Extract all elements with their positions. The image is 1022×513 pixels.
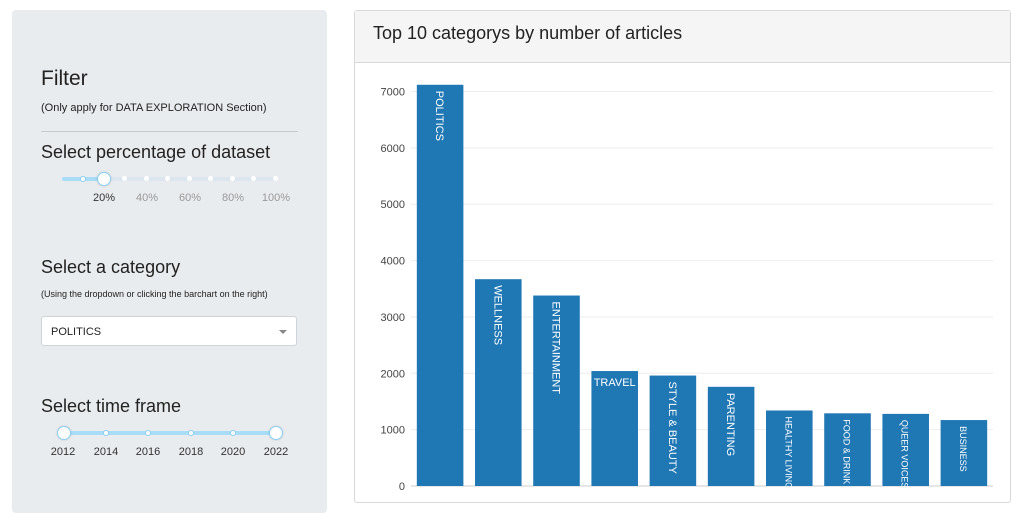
- bar-parenting[interactable]: [707, 386, 755, 486]
- category-label: Select a category: [41, 257, 181, 277]
- bar-label: QUEER VOICES: [900, 420, 910, 489]
- timeframe-tick: [230, 430, 236, 436]
- percentage-tick: [122, 176, 127, 181]
- bar-label: WELLNESS: [491, 285, 503, 345]
- timeframe-label: Select time frame: [41, 396, 182, 416]
- y-tick-label: 2000: [381, 368, 405, 380]
- percentage-tick: [251, 176, 256, 181]
- percentage-tick: [230, 176, 235, 181]
- percentage-slider[interactable]: [62, 172, 282, 186]
- bar-label: TRAVEL: [594, 377, 636, 389]
- percentage-tick-label: 100%: [261, 192, 291, 204]
- percentage-tick: [144, 176, 149, 181]
- percentage-tick-label: 20%: [92, 192, 116, 204]
- category-note: (Using the dropdown or clicking the barc…: [41, 289, 268, 299]
- timeframe-fill: [63, 431, 275, 435]
- bar-chart: 0 1000 2000 3000 4000 5000 6000 7000 POLITICS WEL…: [381, 84, 993, 493]
- timeframe-tick-label: 2022: [263, 446, 289, 458]
- bar-travel[interactable]: [591, 371, 638, 486]
- bar-style-beauty[interactable]: [649, 375, 697, 486]
- timeframe-end-handle[interactable]: [269, 426, 283, 440]
- y-tick-label: 1000: [381, 425, 405, 437]
- percentage-tick: [187, 176, 192, 181]
- timeframe-slider[interactable]: [57, 426, 283, 440]
- timeframe-tick-label: 2016: [135, 446, 161, 458]
- y-tick-label: 4000: [381, 256, 405, 268]
- bar-food-drink[interactable]: [824, 413, 871, 486]
- sidebar-filter-panel: Filter (Only apply for DATA EXPLORATION …: [12, 10, 327, 513]
- category-select-value: POLITICS: [51, 326, 102, 338]
- percentage-tick-label: 80%: [221, 192, 245, 204]
- y-tick-label: 3000: [381, 312, 405, 324]
- percentage-tick: [208, 176, 213, 181]
- percentage-tick: [273, 176, 278, 181]
- bar-wellness[interactable]: [475, 279, 522, 486]
- chart-panel: Top 10 categorys by number of articles 0…: [354, 10, 1011, 503]
- percentage-tick-label: 60%: [178, 192, 202, 204]
- bar-label: FOOD & DRINK: [842, 419, 852, 484]
- bar-politics[interactable]: [416, 84, 464, 486]
- bar-queer-voices[interactable]: [882, 413, 929, 486]
- timeframe-tick-label: 2014: [93, 446, 119, 458]
- bar-business[interactable]: [940, 420, 988, 486]
- timeframe-start-handle[interactable]: [57, 426, 71, 440]
- timeframe-tick-label: 2020: [220, 446, 246, 458]
- bar-label: PARENTING: [724, 393, 736, 456]
- timeframe-tick-label: 2018: [178, 446, 204, 458]
- divider: [41, 131, 298, 132]
- y-tick-label: 0: [399, 481, 405, 493]
- bar-entertainment[interactable]: [533, 295, 580, 486]
- timeframe-tick: [188, 430, 194, 436]
- bar-label: ENTERTAINMENT: [550, 302, 562, 395]
- category-select[interactable]: POLITICS: [41, 316, 297, 346]
- percentage-tick: [165, 176, 170, 181]
- y-tick-label: 5000: [381, 199, 405, 211]
- chart-title: Top 10 categorys by number of articles: [373, 23, 683, 43]
- bar-label: STYLE & BEAUTY: [666, 382, 678, 475]
- bar-label: POLITICS: [433, 91, 445, 141]
- percentage-tick: [80, 176, 86, 182]
- percentage-tick-label: 40%: [135, 192, 159, 204]
- percentage-label: Select percentage of dataset: [41, 142, 271, 162]
- filter-subtitle: (Only apply for DATA EXPLORATION Section…: [41, 102, 267, 114]
- percentage-handle[interactable]: [97, 172, 111, 186]
- chart-panel-header: Top 10 categorys by number of articles: [355, 11, 1010, 63]
- timeframe-tick-label: 2012: [50, 446, 76, 458]
- bar-label: HEALTHY LIVING: [783, 416, 793, 489]
- bar-label: BUSINESS: [958, 426, 968, 472]
- bar-healthy-living[interactable]: [766, 410, 813, 486]
- timeframe-tick: [103, 430, 109, 436]
- timeframe-tick: [145, 430, 151, 436]
- filter-title: Filter: [41, 67, 88, 90]
- chevron-down-icon: [279, 330, 287, 334]
- y-tick-label: 6000: [381, 143, 405, 155]
- y-tick-label: 7000: [381, 87, 405, 99]
